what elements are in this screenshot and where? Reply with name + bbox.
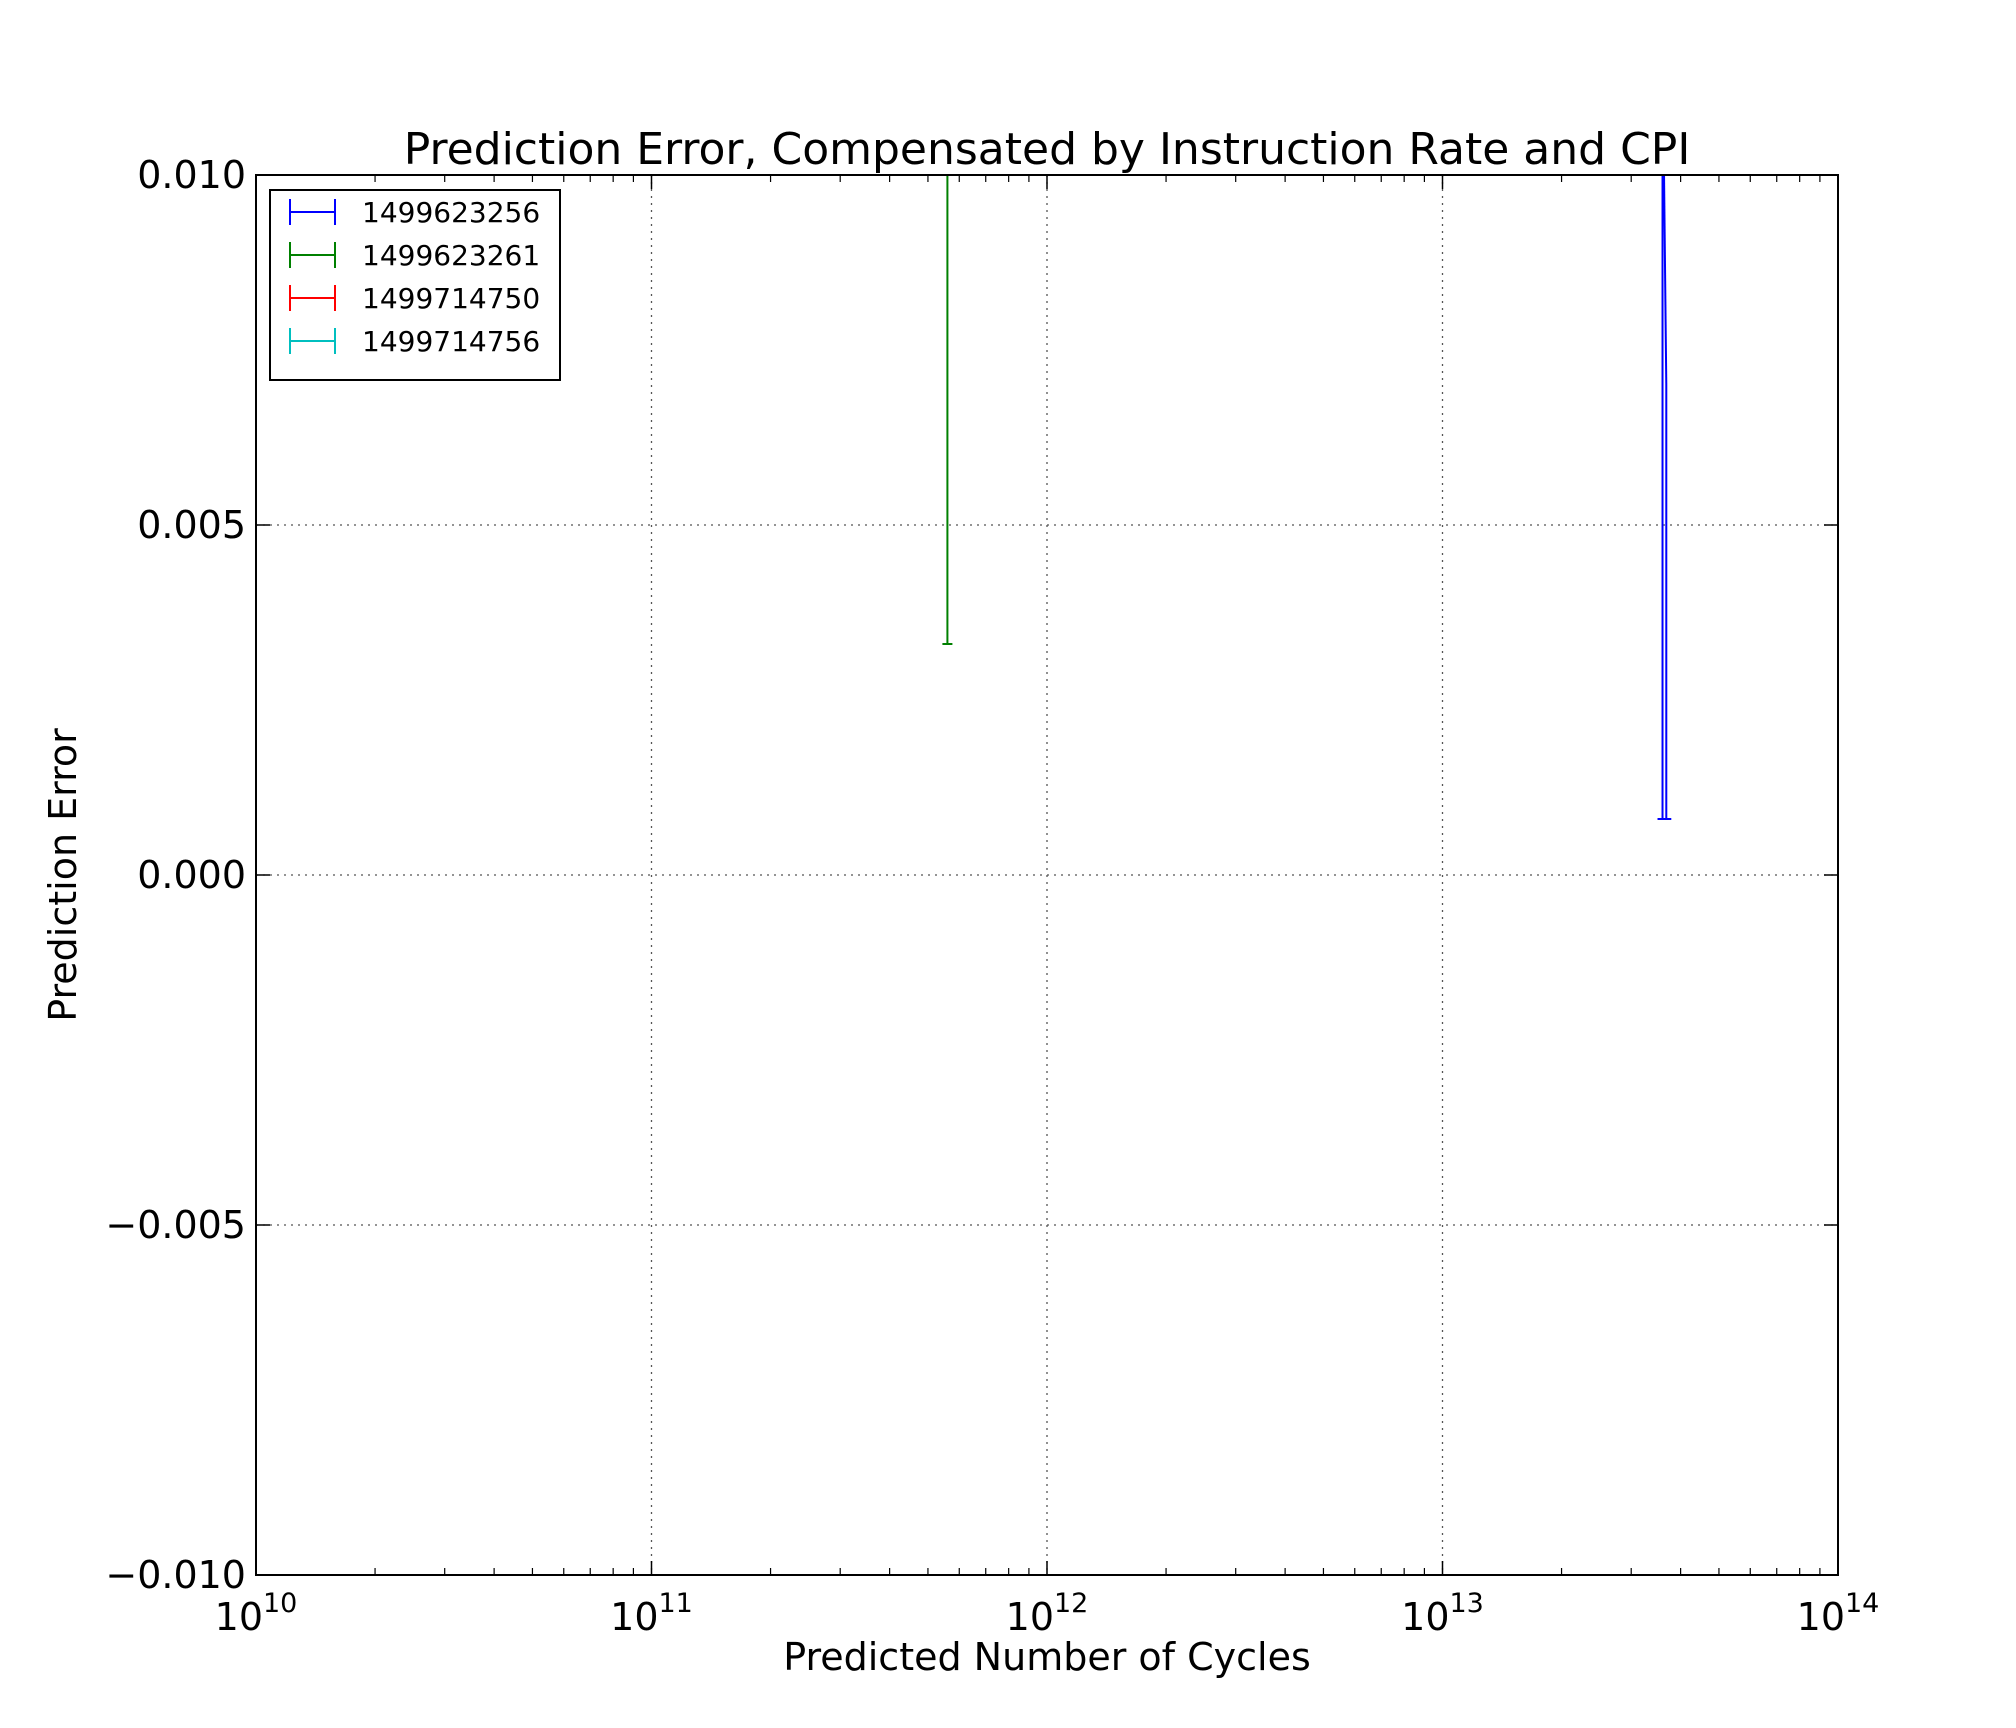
x-tick-label: 1011 (610, 1588, 693, 1639)
x-tick-label: 1013 (1401, 1588, 1484, 1639)
legend: 1499623256 1499623261 1499714750 1499714756 (269, 189, 561, 381)
series-layer (942, 175, 1672, 820)
legend-entry: 1499714750 (289, 282, 540, 315)
y-tick-label: 0.010 (137, 153, 246, 197)
y-tick-label: −0.005 (105, 1203, 246, 1247)
y-tick-label: −0.010 (105, 1553, 246, 1597)
x-axis-label: Predicted Number of Cycles (783, 1635, 1311, 1679)
legend-label: 1499714756 (362, 325, 540, 358)
chart-title: Prediction Error, Compensated by Instruc… (404, 124, 1691, 175)
x-tick-label: 1012 (1006, 1588, 1089, 1639)
legend-box (269, 189, 561, 381)
series-line (1663, 175, 1668, 386)
x-tick-label: 1010 (215, 1588, 298, 1639)
y-axis-label: Prediction Error (41, 728, 85, 1022)
legend-entry: 1499623256 (289, 196, 540, 229)
ticks: 1010 1011 1012 1013 1014 0.010 0.005 0.000 −0.00… (105, 153, 1879, 1639)
minor-ticks (374, 175, 1821, 1575)
y-tick-label: 0.005 (137, 503, 246, 547)
legend-label: 1499714750 (362, 282, 540, 315)
grid (256, 175, 1838, 1575)
legend-entry: 1499714756 (289, 325, 540, 358)
legend-label: 1499623261 (362, 239, 540, 272)
legend-label: 1499623256 (362, 196, 540, 229)
x-tick-label: 1014 (1797, 1588, 1880, 1639)
series-1499623256 (1657, 175, 1672, 820)
legend-entry: 1499623261 (289, 239, 540, 272)
y-tick-label: 0.000 (137, 853, 246, 897)
series-1499623261 (942, 175, 953, 645)
